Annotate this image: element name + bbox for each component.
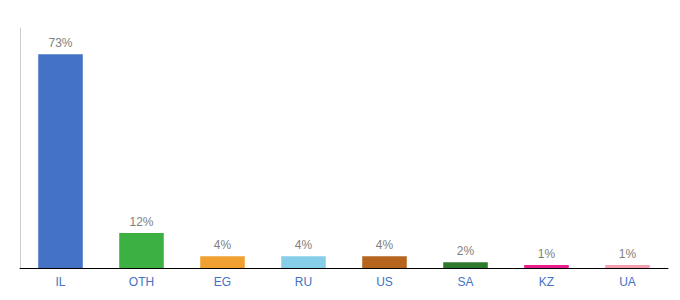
svg-text:OTH: OTH	[129, 275, 154, 289]
svg-text:2%: 2%	[457, 244, 475, 258]
svg-text:1%: 1%	[619, 247, 637, 261]
svg-text:UA: UA	[619, 275, 636, 289]
svg-text:KZ: KZ	[539, 275, 554, 289]
svg-text:SA: SA	[457, 275, 473, 289]
svg-text:1%: 1%	[538, 247, 556, 261]
svg-text:73%: 73%	[48, 36, 72, 50]
svg-text:IL: IL	[55, 275, 65, 289]
svg-text:US: US	[376, 275, 393, 289]
svg-text:12%: 12%	[129, 215, 153, 229]
svg-text:4%: 4%	[214, 238, 232, 252]
svg-text:EG: EG	[214, 275, 231, 289]
svg-text:RU: RU	[295, 275, 312, 289]
svg-text:4%: 4%	[295, 238, 313, 252]
svg-text:4%: 4%	[376, 238, 394, 252]
